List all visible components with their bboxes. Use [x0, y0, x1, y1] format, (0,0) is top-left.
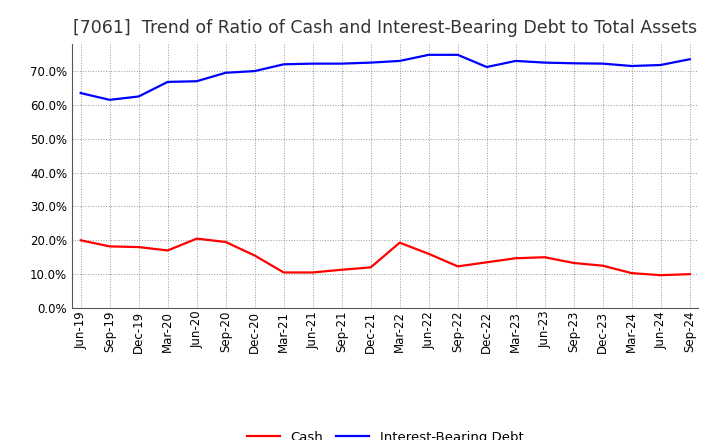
Cash: [511, 256, 520, 261]
Interest-Bearing Debt: [454, 52, 462, 58]
Interest-Bearing Debt: [192, 79, 201, 84]
Interest-Bearing Debt: [657, 62, 665, 68]
Cash: [192, 236, 201, 241]
Cash: [76, 238, 85, 243]
Interest-Bearing Debt: [482, 64, 491, 70]
Cash: [105, 244, 114, 249]
Cash: [685, 271, 694, 277]
Interest-Bearing Debt: [541, 60, 549, 65]
Interest-Bearing Debt: [135, 94, 143, 99]
Cash: [338, 267, 346, 272]
Line: Cash: Cash: [81, 238, 690, 275]
Interest-Bearing Debt: [366, 60, 375, 65]
Cash: [163, 248, 172, 253]
Cash: [424, 251, 433, 257]
Cash: [570, 260, 578, 266]
Interest-Bearing Debt: [395, 58, 404, 63]
Cash: [598, 263, 607, 268]
Cash: [541, 255, 549, 260]
Cash: [627, 271, 636, 276]
Interest-Bearing Debt: [76, 91, 85, 96]
Cash: [395, 240, 404, 246]
Cash: [657, 272, 665, 278]
Cash: [221, 239, 230, 245]
Interest-Bearing Debt: [511, 58, 520, 63]
Interest-Bearing Debt: [627, 63, 636, 69]
Cash: [366, 265, 375, 270]
Title: [7061]  Trend of Ratio of Cash and Interest-Bearing Debt to Total Assets: [7061] Trend of Ratio of Cash and Intere…: [73, 19, 697, 37]
Interest-Bearing Debt: [685, 57, 694, 62]
Interest-Bearing Debt: [570, 61, 578, 66]
Interest-Bearing Debt: [308, 61, 317, 66]
Interest-Bearing Debt: [279, 62, 288, 67]
Cash: [454, 264, 462, 269]
Interest-Bearing Debt: [221, 70, 230, 75]
Interest-Bearing Debt: [105, 97, 114, 103]
Interest-Bearing Debt: [251, 69, 259, 74]
Cash: [135, 245, 143, 250]
Interest-Bearing Debt: [598, 61, 607, 66]
Interest-Bearing Debt: [163, 79, 172, 84]
Legend: Cash, Interest-Bearing Debt: Cash, Interest-Bearing Debt: [241, 425, 529, 440]
Cash: [279, 270, 288, 275]
Cash: [482, 260, 491, 265]
Interest-Bearing Debt: [424, 52, 433, 58]
Cash: [251, 253, 259, 258]
Interest-Bearing Debt: [338, 61, 346, 66]
Cash: [308, 270, 317, 275]
Line: Interest-Bearing Debt: Interest-Bearing Debt: [81, 55, 690, 100]
